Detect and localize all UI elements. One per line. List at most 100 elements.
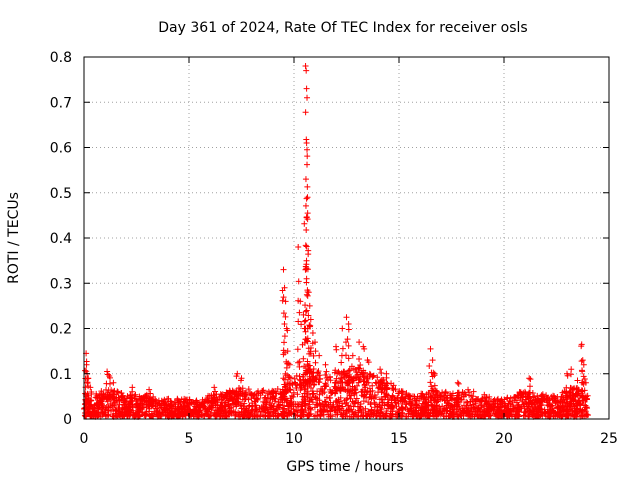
data-point (388, 403, 395, 410)
data-point (139, 409, 146, 416)
data-point (306, 411, 313, 418)
data-point (245, 386, 252, 393)
data-point (313, 401, 320, 408)
x-tick-label: 10 (285, 431, 303, 447)
data-point (131, 393, 138, 400)
data-point (542, 409, 549, 416)
data-point (248, 408, 255, 415)
data-point (302, 202, 309, 209)
data-point (525, 395, 532, 402)
data-point (339, 371, 346, 378)
data-point (408, 399, 415, 406)
data-point (142, 412, 149, 419)
data-point (436, 403, 443, 410)
data-point (281, 405, 288, 412)
data-point (462, 405, 469, 412)
data-point (354, 403, 361, 410)
data-point (403, 399, 410, 406)
data-point (317, 375, 324, 382)
data-point (429, 357, 436, 364)
data-point (360, 398, 367, 405)
data-point (242, 405, 249, 412)
data-point (578, 343, 585, 350)
data-point (367, 401, 374, 408)
data-point (320, 411, 327, 418)
data-point (329, 389, 336, 396)
data-point (344, 379, 351, 386)
data-point (303, 214, 310, 221)
data-point (320, 401, 327, 408)
data-point (580, 361, 587, 368)
data-point (239, 390, 246, 397)
data-point (302, 109, 309, 116)
data-point (288, 410, 295, 417)
data-point (303, 307, 310, 314)
data-point (303, 67, 310, 74)
data-point (307, 316, 314, 323)
data-point (311, 381, 318, 388)
data-point (352, 386, 359, 393)
data-point (293, 372, 300, 379)
data-point (365, 359, 372, 366)
data-point (302, 325, 309, 332)
data-point (163, 402, 170, 409)
data-point (305, 247, 312, 254)
data-point (309, 399, 316, 406)
data-point (302, 302, 309, 309)
data-point (304, 146, 311, 153)
data-point (281, 339, 288, 346)
data-point (287, 375, 294, 382)
data-point (385, 399, 392, 406)
data-point (547, 403, 554, 410)
data-point (579, 357, 586, 364)
data-point (168, 400, 175, 407)
data-point (305, 412, 312, 419)
data-point (584, 405, 591, 412)
data-point (343, 339, 350, 346)
data-point (563, 390, 570, 397)
data-point (383, 412, 390, 419)
data-point (392, 399, 399, 406)
data-point (327, 377, 334, 384)
data-point (350, 377, 357, 384)
data-point (309, 330, 316, 337)
data-point (395, 390, 402, 397)
data-point (181, 406, 188, 413)
data-point (575, 408, 582, 415)
data-point (282, 381, 289, 388)
data-point (530, 394, 537, 401)
data-point (522, 408, 529, 415)
data-point (152, 400, 159, 407)
y-tick-labels: 0 0.1 0.2 0.3 0.4 0.5 0.6 0.7 0.8 (50, 50, 72, 428)
data-point (157, 402, 164, 409)
data-point (237, 377, 244, 384)
data-point (295, 318, 302, 325)
data-point (105, 404, 112, 411)
data-point (280, 266, 287, 273)
data-point (128, 397, 135, 404)
data-point (390, 382, 397, 389)
data-point (190, 413, 197, 420)
data-point (554, 393, 561, 400)
data-point (552, 398, 559, 405)
data-point (507, 408, 514, 415)
x-tick-label: 25 (600, 431, 618, 447)
data-point (341, 368, 348, 375)
data-point (430, 369, 437, 376)
data-point (303, 279, 310, 286)
data-point (312, 348, 319, 355)
data-point (333, 407, 340, 414)
data-point (113, 405, 120, 412)
data-point (199, 404, 206, 411)
data-point (345, 326, 352, 333)
data-point (284, 403, 291, 410)
data-point (564, 412, 571, 419)
data-point (419, 406, 426, 413)
data-point (302, 263, 309, 270)
data-point (87, 384, 94, 391)
data-point (322, 361, 329, 368)
data-point (532, 403, 539, 410)
data-point (478, 413, 485, 420)
data-point (516, 389, 523, 396)
data-point (377, 384, 384, 391)
